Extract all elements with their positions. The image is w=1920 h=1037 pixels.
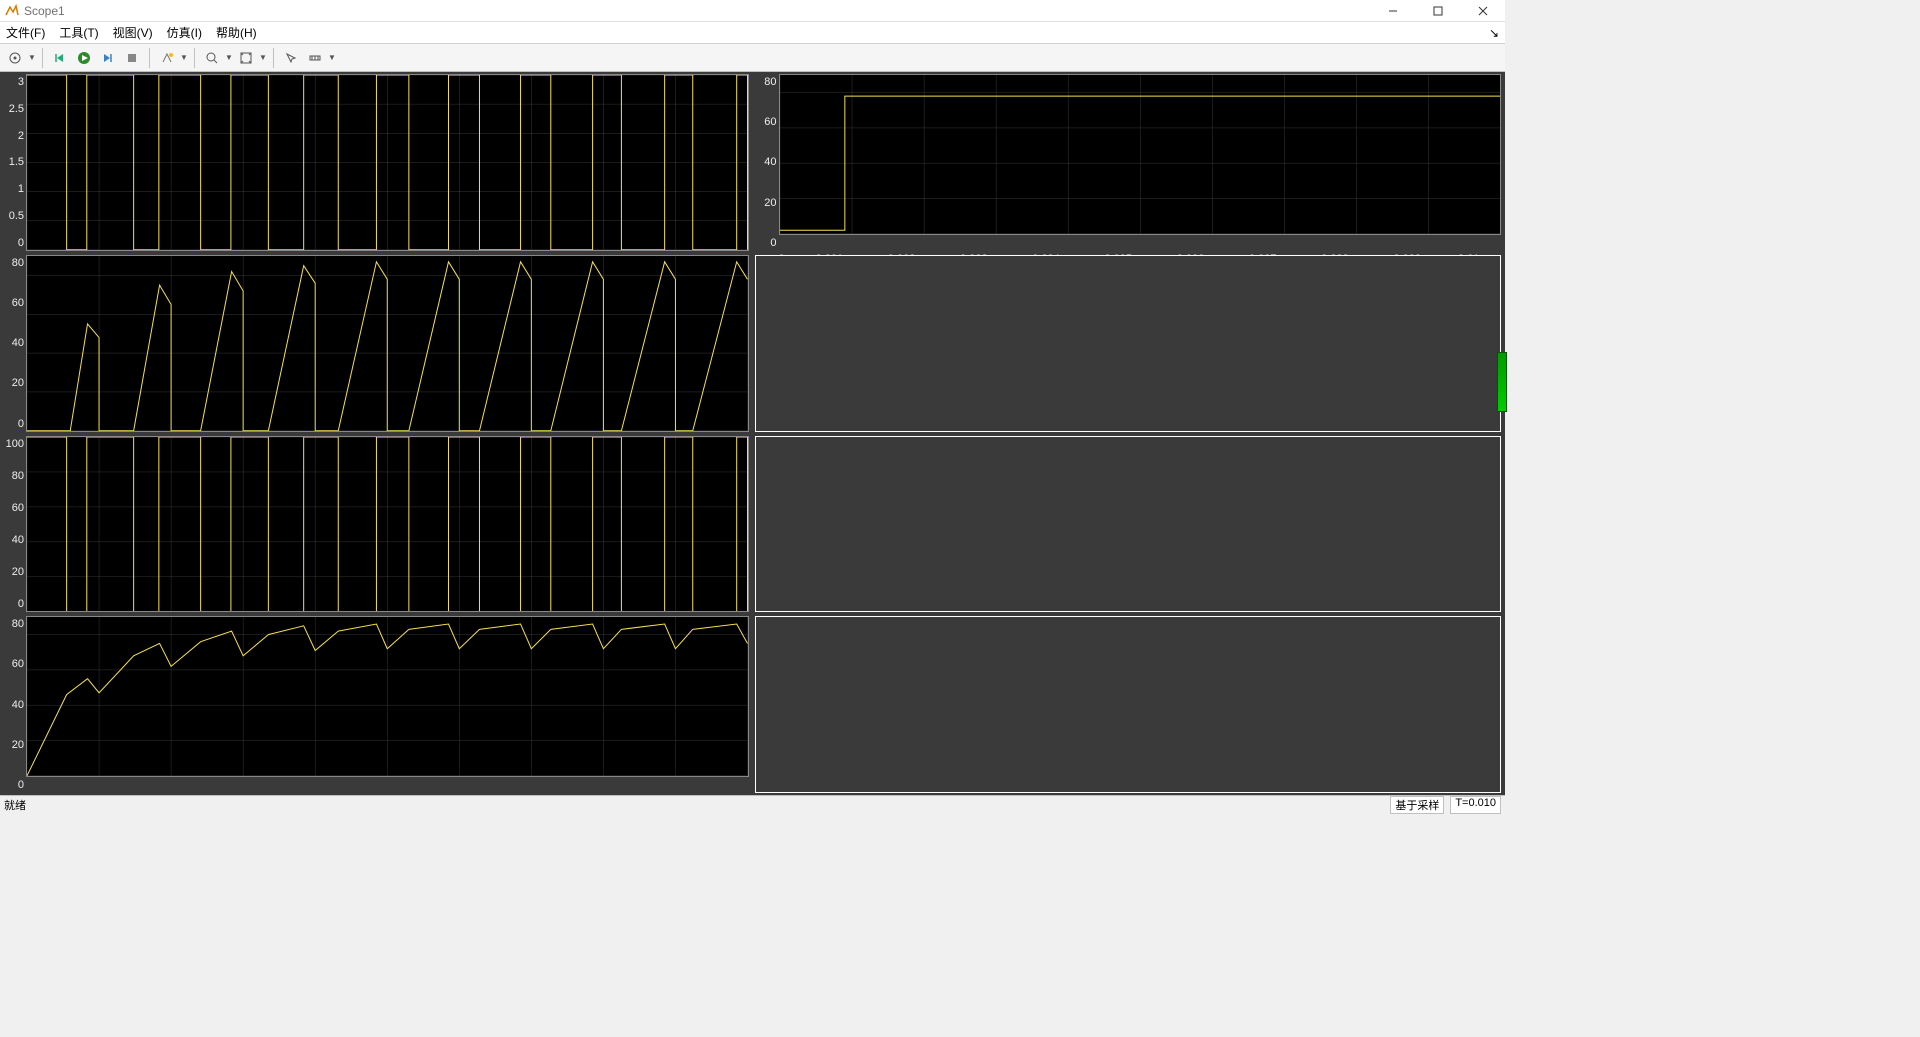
y-tick-labels: 32.521.510.50 [2, 74, 26, 251]
dropdown-icon[interactable]: ▼ [328, 53, 336, 62]
menu-help[interactable]: 帮助(H) [216, 24, 257, 41]
autoscale-button[interactable] [235, 47, 257, 69]
empty-plot [755, 436, 1502, 613]
zoom-button[interactable] [201, 47, 223, 69]
step-forward-button[interactable] [97, 47, 119, 69]
plot-step-response[interactable]: 80604020000.0010.0020.0030.0040.0050.006… [755, 74, 1502, 251]
scope-window: Scope1 文件(F) 工具(T) 视图(V) 仿真(I) 帮助(H) ↘ ▼… [0, 0, 1505, 813]
separator [194, 48, 195, 68]
plot-canvas[interactable] [26, 255, 749, 432]
dropdown-icon[interactable]: ▼ [259, 53, 267, 62]
menubar-overflow-icon[interactable]: ↘ [1489, 26, 1499, 40]
plot-empty-3[interactable] [755, 616, 1502, 793]
plot-empty-2[interactable] [755, 436, 1502, 613]
progress-gauge [1497, 352, 1507, 412]
sample-mode: 基于采样 [1390, 796, 1444, 814]
plot-canvas[interactable] [779, 74, 1502, 235]
window-title: Scope1 [24, 4, 65, 18]
separator [273, 48, 274, 68]
right-column: 80604020000.0010.0020.0030.0040.0050.006… [755, 74, 1502, 793]
separator [149, 48, 150, 68]
separator [42, 48, 43, 68]
maximize-button[interactable] [1415, 0, 1460, 21]
plot-empty-1[interactable] [755, 255, 1502, 432]
menu-view[interactable]: 视图(V) [113, 24, 153, 41]
menu-bar: 文件(F) 工具(T) 视图(V) 仿真(I) 帮助(H) ↘ [0, 22, 1505, 44]
stop-button[interactable] [121, 47, 143, 69]
plot-duty-cycle[interactable]: 100806040200 [2, 436, 749, 613]
y-tick-labels: 100806040200 [2, 436, 26, 613]
scope-area: 32.521.510.50 806040200 100806040200 806040… [0, 72, 1505, 795]
sim-time: T=0.010 [1450, 796, 1501, 814]
plot-pwm-command[interactable]: 32.521.510.50 [2, 74, 749, 251]
menu-file[interactable]: 文件(F) [6, 24, 45, 41]
status-bar: 就绪 基于采样 T=0.010 [0, 795, 1505, 813]
dropdown-icon[interactable]: ▼ [225, 53, 233, 62]
empty-plot [755, 255, 1502, 432]
toolbar: ▼ ▼ ▼ ▼ ▼ [0, 44, 1505, 72]
highlight-button[interactable] [156, 47, 178, 69]
left-column: 32.521.510.50 806040200 100806040200 806040… [2, 74, 749, 793]
matlab-icon [4, 3, 20, 19]
plot-sawtooth-current[interactable]: 806040200 [2, 255, 749, 432]
y-tick-labels: 806040200 [755, 74, 779, 251]
status-text: 就绪 [4, 797, 26, 813]
menu-sim[interactable]: 仿真(I) [167, 24, 202, 41]
dropdown-icon[interactable]: ▼ [180, 53, 188, 62]
empty-plot [755, 616, 1502, 793]
dropdown-icon[interactable]: ▼ [28, 53, 36, 62]
plot-speed-response[interactable]: 80604020000.0010.0020.0030.0040.0050.006… [2, 616, 749, 793]
y-tick-labels: 806040200 [2, 255, 26, 432]
config-button[interactable] [4, 47, 26, 69]
plot-canvas[interactable] [26, 74, 749, 251]
menu-tools[interactable]: 工具(T) [59, 24, 98, 41]
step-back-button[interactable] [49, 47, 71, 69]
title-bar: Scope1 [0, 0, 1505, 22]
close-button[interactable] [1460, 0, 1505, 21]
measurement-button[interactable] [304, 47, 326, 69]
plot-canvas[interactable] [26, 616, 749, 777]
plot-canvas[interactable] [26, 436, 749, 613]
run-button[interactable] [73, 47, 95, 69]
y-tick-labels: 806040200 [2, 616, 26, 793]
cursor-button[interactable] [280, 47, 302, 69]
minimize-button[interactable] [1370, 0, 1415, 21]
